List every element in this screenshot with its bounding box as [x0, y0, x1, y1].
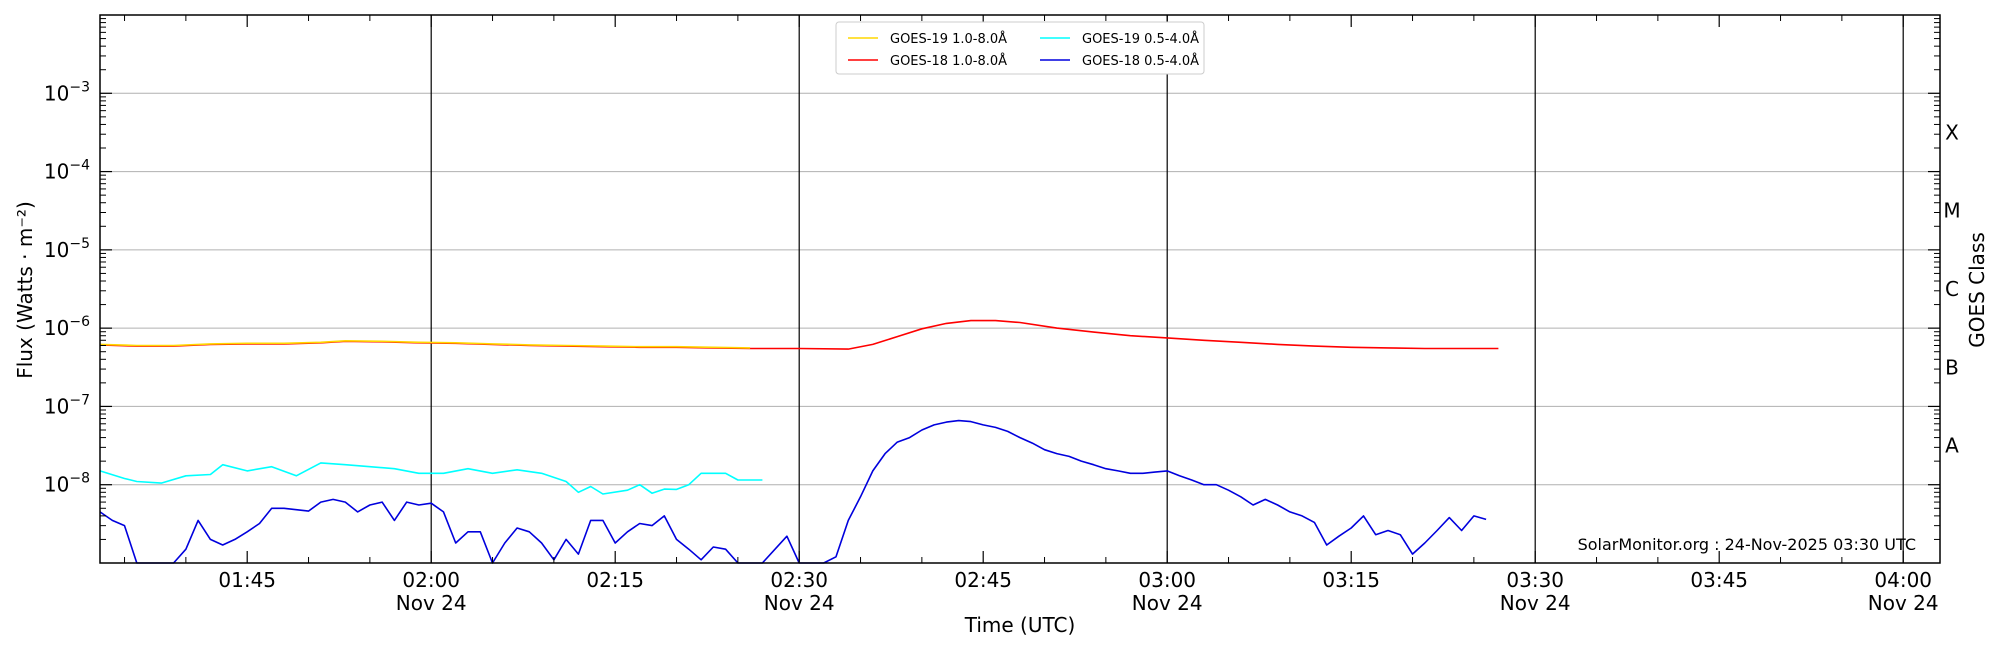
goes-class-label: M — [1943, 199, 1960, 223]
y-tick-base: 10 — [44, 473, 69, 497]
y-tick-base: 10 — [44, 394, 69, 418]
tick-layer — [100, 15, 1940, 563]
y-tick-label: 10−3 — [44, 79, 90, 105]
y-tick-label: 10−5 — [44, 236, 90, 262]
y-tick-base: 10 — [44, 160, 69, 184]
grid-layer — [100, 92, 1940, 486]
y-tick-label: 10−6 — [44, 314, 90, 340]
x-tick-date-label: Nov 24 — [396, 591, 467, 615]
y-axis-labels: 10−810−710−610−510−410−3 — [44, 79, 90, 496]
x-tick-label: 02:45 — [954, 568, 1012, 592]
goes-class-label: C — [1945, 277, 1959, 301]
x-tick-label: 03:30 — [1506, 568, 1564, 592]
x-tick-label: 03:00 — [1138, 568, 1196, 592]
legend-label: GOES-18 0.5-4.0Å — [1082, 53, 1199, 69]
series-line — [99, 462, 763, 495]
x-tick-label: 04:00 — [1874, 568, 1932, 592]
goes-class-label: A — [1945, 434, 1959, 458]
y-tick-exponent: −6 — [69, 314, 90, 330]
x-tick-label: 02:30 — [770, 568, 828, 592]
y-tick-label: 10−8 — [44, 471, 90, 497]
legend-box — [835, 21, 1205, 75]
x-tick-label: 03:15 — [1322, 568, 1380, 592]
y-tick-label: 10−4 — [44, 158, 90, 184]
x-tick-date-label: Nov 24 — [764, 591, 835, 615]
legend-label: GOES-19 0.5-4.0Å — [1082, 31, 1199, 47]
y-tick-exponent: −3 — [69, 79, 90, 95]
y-tick-base: 10 — [44, 238, 69, 262]
plot-frame — [99, 14, 1941, 564]
y-tick-exponent: −5 — [69, 236, 90, 252]
goes-class-axis-title: GOES Class — [1965, 232, 1989, 348]
goes-class-labels: A B C M X — [1943, 120, 1960, 457]
y-tick-label: 10−7 — [44, 392, 90, 418]
x-tick-label: 02:15 — [586, 568, 644, 592]
x-tick-label: 03:45 — [1690, 568, 1748, 592]
y-tick-exponent: −8 — [69, 471, 90, 487]
y-tick-exponent: −4 — [69, 158, 90, 174]
series-line — [99, 419, 1487, 564]
goes-class-label: B — [1945, 355, 1959, 379]
credit-text: SolarMonitor.org : 24-Nov-2025 03:30 UTC — [1578, 535, 1916, 554]
y-tick-base: 10 — [44, 81, 69, 105]
vertical-lines — [430, 15, 1904, 563]
x-tick-label: 01:45 — [218, 568, 276, 592]
legend: GOES-19 1.0-8.0Å GOES-19 0.5-4.0Å GOES-18 … — [835, 21, 1205, 75]
y-tick-exponent: −7 — [69, 392, 90, 408]
x-tick-label: 02:00 — [402, 568, 460, 592]
x-axis-title: Time (UTC) — [964, 613, 1076, 637]
legend-label: GOES-19 1.0-8.0Å — [890, 31, 1007, 47]
x-tick-date-label: Nov 24 — [1500, 591, 1571, 615]
x-tick-date-label: Nov 24 — [1132, 591, 1203, 615]
x-tick-date-label: Nov 24 — [1868, 591, 1939, 615]
y-axis-title: Flux (Watts · m⁻²) — [13, 201, 37, 379]
legend-label: GOES-18 1.0-8.0Å — [890, 53, 1007, 69]
y-tick-base: 10 — [44, 316, 69, 340]
series-line — [99, 339, 751, 349]
goes-class-label: X — [1945, 120, 1959, 144]
